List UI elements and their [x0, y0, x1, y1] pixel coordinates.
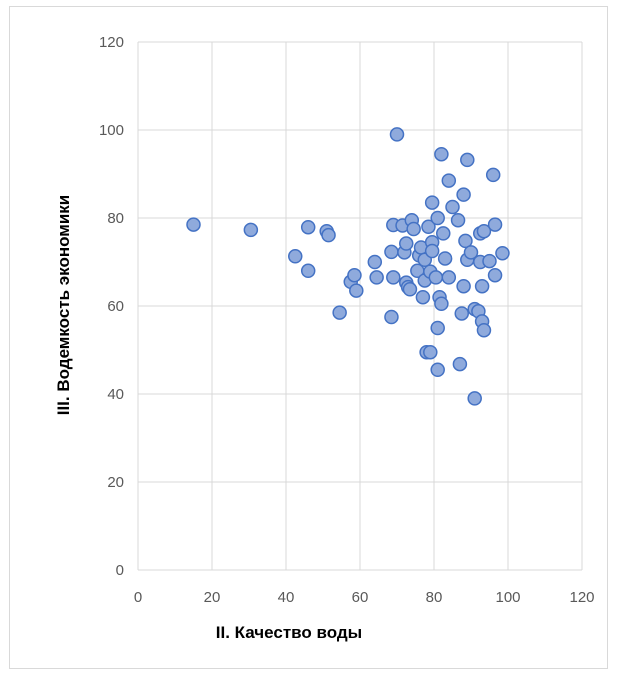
data-point: [434, 146, 449, 162]
data-point: [495, 245, 510, 261]
data-point: [452, 356, 468, 372]
data-point: [476, 223, 492, 239]
data-point: [369, 270, 384, 285]
y-axis-title: III. Водемкость экономики: [54, 195, 73, 416]
data-point: [349, 283, 364, 298]
data-point: [474, 278, 490, 294]
data-point: [428, 270, 444, 285]
data-point: [487, 267, 503, 283]
data-point: [476, 322, 492, 338]
data-point: [406, 221, 421, 237]
y-tick-label: 100: [99, 122, 124, 139]
data-point: [421, 219, 436, 235]
data-point: [367, 254, 383, 270]
data-point: [437, 251, 453, 266]
data-point: [456, 187, 471, 202]
data-point: [430, 210, 445, 226]
data-point: [482, 253, 497, 269]
data-point: [399, 236, 414, 251]
x-tick-label: 80: [426, 589, 443, 606]
y-tick-label: 20: [107, 474, 124, 491]
x-axis-title: II. Качество воды: [216, 623, 362, 642]
data-point: [423, 344, 438, 360]
data-point: [450, 212, 466, 228]
data-point: [402, 282, 418, 297]
data-point: [458, 233, 473, 249]
x-tick-label: 100: [495, 589, 520, 606]
data-point: [347, 267, 362, 283]
y-tick-label: 120: [99, 34, 124, 51]
data-point: [386, 270, 401, 285]
data-point: [424, 243, 440, 259]
data-point: [454, 306, 469, 321]
x-tick-label: 40: [278, 589, 295, 606]
data-point: [441, 270, 457, 285]
data-point: [389, 127, 405, 142]
data-point: [487, 217, 503, 232]
data-point: [463, 245, 479, 260]
data-point: [186, 217, 201, 232]
x-tick-label: 20: [204, 589, 221, 606]
data-point: [384, 244, 399, 260]
gridlines: [137, 41, 583, 571]
data-point: [460, 152, 475, 168]
data-point: [384, 309, 399, 325]
data-point: [415, 289, 431, 305]
data-point: [467, 391, 482, 406]
data-point: [436, 226, 451, 241]
y-axis-ticks: 0 20 40 60 80 100 120: [99, 34, 124, 579]
data-point: [434, 296, 449, 312]
data-point: [300, 219, 316, 235]
y-tick-label: 0: [116, 562, 124, 579]
data-point: [321, 227, 336, 243]
y-tick-label: 40: [107, 386, 124, 403]
y-tick-label: 60: [107, 298, 124, 315]
x-tick-label: 60: [352, 589, 369, 606]
data-point: [456, 278, 471, 294]
x-tick-label: 120: [569, 589, 594, 606]
data-point: [430, 320, 445, 336]
data-point: [430, 362, 445, 378]
data-points: [186, 127, 510, 406]
x-tick-label: 0: [134, 589, 142, 606]
x-axis-ticks: 0 20 40 60 80 100 120: [134, 589, 595, 606]
data-point: [332, 305, 347, 320]
data-point: [445, 199, 460, 215]
data-point: [441, 173, 457, 188]
data-point: [288, 249, 303, 264]
data-point: [424, 195, 440, 210]
y-tick-label: 80: [107, 210, 124, 227]
data-point: [485, 167, 501, 183]
data-point: [300, 263, 316, 279]
data-point: [243, 222, 259, 238]
